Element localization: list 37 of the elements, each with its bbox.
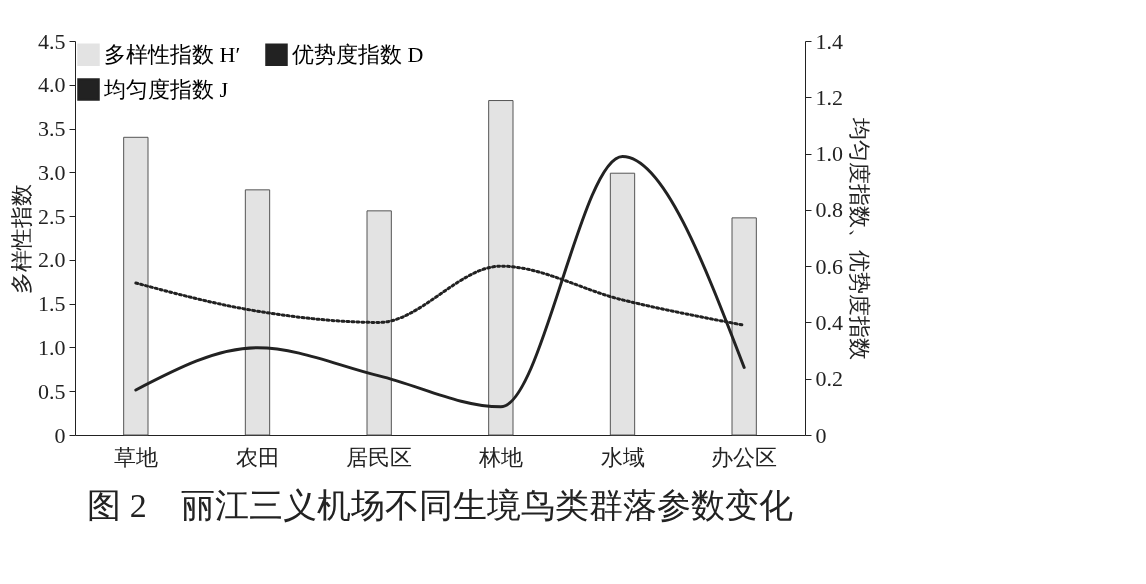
y-tick-label: 0 bbox=[54, 422, 66, 448]
text: 图 2 丽江三义机场不同生境鸟类群落参数变化 bbox=[87, 487, 793, 524]
x-tick-label: 居民区 bbox=[346, 444, 413, 470]
y-tick-label: 1.5 bbox=[38, 291, 66, 317]
y2-tick-label: 1.2 bbox=[815, 84, 843, 110]
y-tick-label: 0.5 bbox=[38, 378, 66, 404]
y-tick-label: 3.0 bbox=[38, 159, 66, 185]
y2-axis-title: 均匀度指数、优势度指数 bbox=[847, 116, 872, 360]
bar bbox=[731, 217, 757, 436]
y-tick-label: 3.5 bbox=[38, 116, 66, 142]
y-tick-label: 4.0 bbox=[38, 72, 66, 98]
y2-tick-label: 1.0 bbox=[815, 141, 843, 167]
legend-label: 优势度指数 D bbox=[292, 41, 424, 67]
x-tick-label: 草地 bbox=[113, 444, 158, 470]
y-tick-label: 1.0 bbox=[38, 334, 66, 360]
legend-label: 均匀度指数 J bbox=[103, 76, 229, 102]
x-tick-label: 农田 bbox=[235, 444, 280, 470]
y-tick-label: 2.0 bbox=[38, 247, 66, 273]
x-tick-label: 办公区 bbox=[711, 444, 778, 470]
y2-tick-label: 0.6 bbox=[815, 253, 843, 279]
y-tick-label: 4.5 bbox=[38, 28, 66, 54]
y2-tick-label: 1.4 bbox=[815, 28, 843, 54]
y-axis-title: 多样性指数 bbox=[9, 183, 34, 294]
x-tick-label: 水域 bbox=[600, 444, 645, 470]
line-series bbox=[134, 154, 746, 409]
bar bbox=[488, 100, 514, 436]
bar bbox=[366, 210, 392, 436]
x-tick-label: 林地 bbox=[477, 444, 523, 470]
y2-tick-label: 0.4 bbox=[815, 309, 843, 335]
y2-tick-label: 0.2 bbox=[815, 366, 843, 392]
y2-tick-label: 0.8 bbox=[815, 197, 843, 223]
bar bbox=[244, 189, 271, 436]
bar bbox=[609, 172, 636, 436]
legend-label: 多样性指数 H′ bbox=[104, 41, 241, 67]
y-tick-label: 2.5 bbox=[38, 203, 66, 229]
bar bbox=[123, 136, 149, 436]
y2-tick-label: 0 bbox=[815, 422, 827, 448]
